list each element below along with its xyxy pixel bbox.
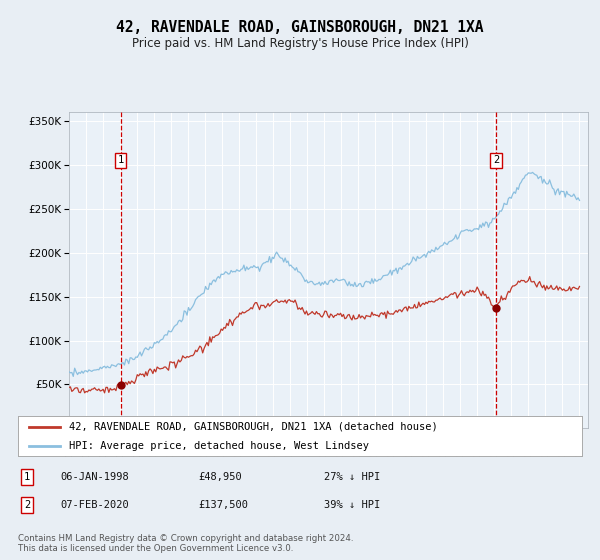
Text: 07-FEB-2020: 07-FEB-2020 xyxy=(60,500,129,510)
Text: 27% ↓ HPI: 27% ↓ HPI xyxy=(324,472,380,482)
Text: HPI: Average price, detached house, West Lindsey: HPI: Average price, detached house, West… xyxy=(69,441,369,450)
Text: 42, RAVENDALE ROAD, GAINSBOROUGH, DN21 1XA (detached house): 42, RAVENDALE ROAD, GAINSBOROUGH, DN21 1… xyxy=(69,422,437,432)
Text: 2: 2 xyxy=(24,500,30,510)
Text: 2: 2 xyxy=(493,155,499,165)
Text: £48,950: £48,950 xyxy=(198,472,242,482)
Text: Contains HM Land Registry data © Crown copyright and database right 2024.
This d: Contains HM Land Registry data © Crown c… xyxy=(18,534,353,553)
Text: 06-JAN-1998: 06-JAN-1998 xyxy=(60,472,129,482)
Text: £137,500: £137,500 xyxy=(198,500,248,510)
Text: 1: 1 xyxy=(24,472,30,482)
Text: 39% ↓ HPI: 39% ↓ HPI xyxy=(324,500,380,510)
Text: 1: 1 xyxy=(118,155,124,165)
Text: Price paid vs. HM Land Registry's House Price Index (HPI): Price paid vs. HM Land Registry's House … xyxy=(131,37,469,50)
Text: 42, RAVENDALE ROAD, GAINSBOROUGH, DN21 1XA: 42, RAVENDALE ROAD, GAINSBOROUGH, DN21 1… xyxy=(116,20,484,35)
